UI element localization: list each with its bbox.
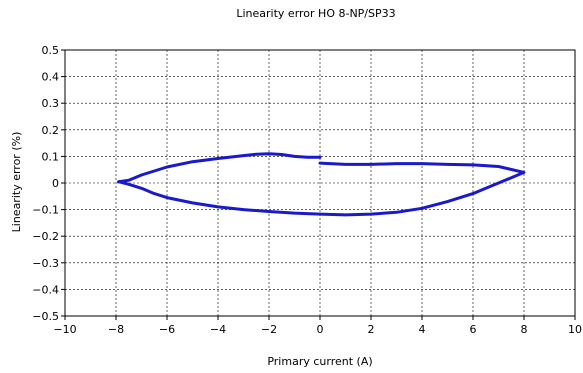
y-tick-label: −0.1 bbox=[32, 204, 59, 217]
y-tick-label: −0.5 bbox=[32, 310, 59, 323]
y-tick-label: −0.2 bbox=[32, 230, 59, 243]
x-tick-label: 2 bbox=[368, 323, 375, 336]
x-tick-label: −10 bbox=[53, 323, 76, 336]
x-axis-label: Primary current (A) bbox=[267, 355, 372, 368]
x-tick-label: 6 bbox=[470, 323, 477, 336]
series-line bbox=[117, 152, 526, 217]
y-tick-labels: −0.5 −0.4 −0.3 −0.2 −0.1 0 0.1 0.2 0.3 0.4 0.5 bbox=[32, 44, 59, 323]
y-axis-label: Linearity error (%) bbox=[10, 132, 23, 233]
x-tick-label: −4 bbox=[210, 323, 226, 336]
series-layer bbox=[117, 152, 526, 217]
x-tick-label: −6 bbox=[159, 323, 175, 336]
x-tick-label: 8 bbox=[521, 323, 528, 336]
x-tick-labels: −10 −8 −6 −4 −2 0 2 4 6 8 10 bbox=[53, 323, 582, 336]
x-tick-label: −8 bbox=[108, 323, 124, 336]
grid bbox=[65, 50, 575, 316]
x-tick-label: 4 bbox=[419, 323, 426, 336]
y-tick-label: −0.4 bbox=[32, 283, 59, 296]
y-tick-label: 0.2 bbox=[42, 124, 60, 137]
axis-ticks bbox=[61, 49, 576, 320]
y-tick-label: 0.3 bbox=[42, 97, 60, 110]
chart-title: Linearity error HO 8-NP/SP33 bbox=[236, 7, 395, 20]
y-tick-label: 0.5 bbox=[42, 44, 60, 57]
x-tick-label: 10 bbox=[568, 323, 582, 336]
y-tick-label: −0.3 bbox=[32, 257, 59, 270]
y-tick-label: 0 bbox=[52, 177, 59, 190]
x-tick-label: −2 bbox=[261, 323, 277, 336]
x-tick-label: 0 bbox=[317, 323, 324, 336]
y-tick-label: 0.1 bbox=[42, 150, 60, 163]
plot-frame bbox=[64, 49, 576, 317]
y-tick-label: 0.4 bbox=[42, 71, 60, 84]
